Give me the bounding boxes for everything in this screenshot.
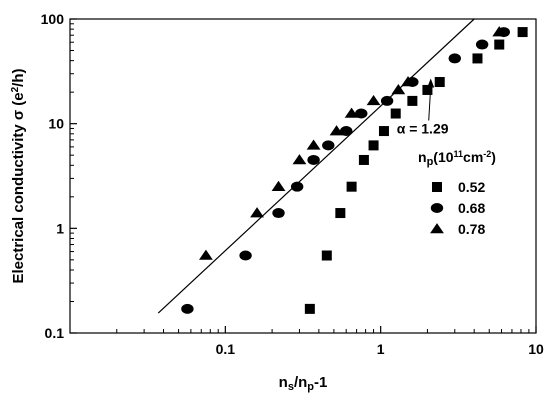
legend-title: np(1011cm-2)	[418, 149, 496, 168]
y-title-post: /h)	[10, 68, 27, 86]
legend: np(1011cm-2) 0.52 0.68 0.78	[418, 149, 496, 237]
x-title-sub2: p	[307, 381, 314, 393]
data-point-circle	[355, 108, 368, 119]
data-point-circle	[340, 126, 353, 137]
data-point-circle	[272, 208, 285, 219]
data-point-square	[378, 126, 389, 137]
data-point-square	[517, 27, 528, 38]
legend-marker-square	[432, 182, 442, 192]
fit-line-group	[157, 18, 475, 314]
legend-label: 0.68	[458, 200, 485, 216]
x-tick-label: 10	[528, 341, 544, 357]
legend-title-sub: p	[427, 156, 434, 168]
data-point-triangle	[391, 84, 406, 95]
legend-title-sup2: -2	[483, 149, 491, 159]
data-point-square	[335, 208, 346, 219]
y-tick-label: 1	[56, 220, 64, 236]
data-point-triangle	[492, 26, 507, 37]
data-point-circle	[322, 140, 335, 151]
x-title-sub1: s	[288, 381, 294, 393]
fit-line	[157, 18, 475, 314]
y-title-pre: Electrical conductivity σ (e	[10, 92, 27, 283]
x-tick-label: 1	[377, 341, 385, 357]
data-point-triangle	[344, 107, 359, 118]
legend-label: 0.52	[458, 179, 485, 195]
legend-marker-triangle	[430, 223, 444, 234]
data-point-circle	[181, 303, 194, 314]
y-tick-label: 100	[41, 11, 65, 27]
x-axis-title: ns/np-1	[279, 374, 328, 393]
x-tick-label: 0.1	[216, 341, 236, 357]
annotation-label: α = 1.29	[397, 121, 449, 137]
data-points	[181, 26, 528, 314]
axis-ticks: 0.1 1 10 0.1 1 10 100	[41, 11, 544, 357]
data-point-circle	[380, 95, 394, 106]
legend-items: 0.52 0.68 0.78	[430, 179, 485, 237]
data-point-triangle	[401, 76, 415, 87]
data-point-circle	[307, 154, 320, 165]
legend-marker-circle	[430, 203, 444, 213]
data-point-square	[346, 181, 357, 192]
annotation-arrow-line	[428, 86, 432, 121]
data-point-triangle	[250, 207, 264, 218]
data-point-triangle	[199, 249, 213, 260]
data-point-triangle	[271, 180, 286, 191]
annotation-group: α = 1.29	[397, 78, 449, 137]
legend-title-unit: cm	[463, 149, 483, 165]
legend-label: 0.78	[458, 221, 485, 237]
data-point-square	[434, 77, 445, 88]
legend-title-close: )	[491, 149, 496, 165]
data-point-square	[358, 154, 369, 165]
data-point-triangle	[366, 95, 381, 106]
data-point-circle	[239, 250, 252, 261]
data-point-circle	[475, 39, 489, 50]
x-title-tail: -1	[314, 374, 327, 391]
data-point-square	[422, 84, 433, 95]
y-tick-label: 10	[48, 116, 64, 132]
plot-frame	[69, 18, 537, 334]
y-title-sup: 2	[10, 86, 21, 92]
data-point-triangle	[329, 125, 344, 136]
data-point-square	[390, 108, 401, 119]
data-point-triangle	[292, 154, 307, 165]
data-point-triangle	[306, 139, 321, 150]
annotation-arrow-head	[427, 78, 435, 88]
legend-title-base: n	[418, 149, 427, 165]
data-point-square	[304, 303, 315, 314]
legend-title-mid: (10	[433, 149, 453, 165]
data-point-square	[368, 140, 379, 151]
data-point-square	[494, 39, 505, 50]
data-point-square	[407, 95, 418, 106]
y-tick-label: 0.1	[45, 325, 65, 341]
data-point-circle	[448, 53, 461, 64]
y-axis-title: Electrical conductivity σ (e2/h)	[10, 68, 28, 283]
data-point-square	[472, 53, 483, 64]
x-title-mid: /n	[294, 374, 307, 391]
x-title-base: n	[279, 374, 288, 391]
data-point-square	[321, 250, 332, 261]
legend-title-sup1: 11	[454, 149, 464, 159]
data-point-circle	[290, 181, 304, 192]
